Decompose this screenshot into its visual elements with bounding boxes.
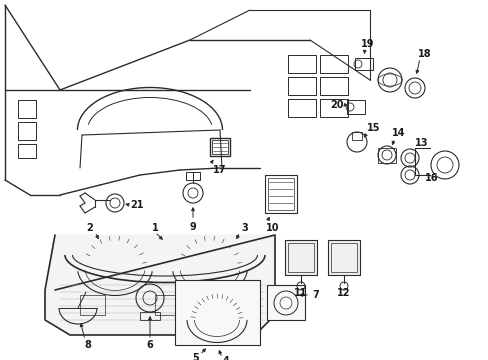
Bar bbox=[319, 99, 347, 117]
Bar bbox=[209, 138, 229, 156]
Text: 15: 15 bbox=[366, 123, 380, 133]
Bar bbox=[18, 122, 36, 140]
Bar bbox=[140, 312, 160, 320]
Bar bbox=[287, 55, 315, 73]
Bar bbox=[287, 99, 315, 117]
Bar bbox=[287, 243, 313, 272]
Bar bbox=[264, 175, 296, 213]
Text: 17: 17 bbox=[213, 165, 226, 175]
Bar bbox=[185, 172, 200, 180]
Text: 2: 2 bbox=[86, 223, 93, 233]
Bar bbox=[346, 100, 364, 114]
Bar bbox=[80, 295, 105, 315]
Text: 13: 13 bbox=[414, 138, 428, 148]
Bar bbox=[18, 144, 36, 158]
Text: 19: 19 bbox=[361, 39, 374, 49]
Polygon shape bbox=[45, 235, 274, 335]
Text: 4: 4 bbox=[222, 356, 229, 360]
Bar bbox=[267, 178, 293, 210]
Text: 18: 18 bbox=[417, 49, 431, 59]
Bar bbox=[287, 77, 315, 95]
Bar bbox=[351, 132, 361, 140]
Bar bbox=[330, 243, 356, 272]
Bar bbox=[212, 140, 227, 154]
Bar bbox=[266, 285, 305, 320]
Text: 20: 20 bbox=[329, 100, 343, 110]
Text: 7: 7 bbox=[312, 290, 319, 300]
Bar bbox=[200, 295, 220, 313]
Bar bbox=[327, 240, 359, 275]
Bar bbox=[319, 55, 347, 73]
Bar bbox=[377, 148, 395, 163]
Text: 1: 1 bbox=[151, 223, 158, 233]
Text: 14: 14 bbox=[391, 128, 405, 138]
Text: 9: 9 bbox=[189, 222, 196, 232]
Text: 3: 3 bbox=[241, 223, 248, 233]
Text: 5: 5 bbox=[192, 353, 199, 360]
Bar bbox=[354, 58, 372, 70]
Bar bbox=[319, 77, 347, 95]
Text: 12: 12 bbox=[337, 288, 350, 298]
Bar bbox=[175, 280, 260, 345]
Text: 6: 6 bbox=[146, 340, 153, 350]
Text: 21: 21 bbox=[130, 200, 143, 210]
Text: 8: 8 bbox=[84, 340, 91, 350]
Bar bbox=[285, 240, 316, 275]
Text: 11: 11 bbox=[294, 288, 307, 298]
Bar bbox=[155, 295, 184, 315]
Text: 10: 10 bbox=[265, 223, 279, 233]
Text: 16: 16 bbox=[425, 173, 438, 183]
Bar bbox=[18, 100, 36, 118]
